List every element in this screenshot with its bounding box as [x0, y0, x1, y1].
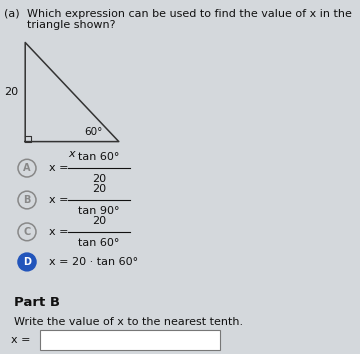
Text: 20: 20	[92, 216, 106, 225]
Text: x =: x =	[49, 195, 72, 205]
Text: 20: 20	[92, 184, 106, 194]
Text: 20: 20	[4, 87, 19, 97]
Text: Part B: Part B	[14, 296, 60, 309]
Text: x =: x =	[49, 163, 72, 173]
Text: C: C	[23, 227, 31, 237]
Text: B: B	[23, 195, 31, 205]
Text: D: D	[23, 257, 31, 267]
Text: x: x	[69, 149, 75, 159]
Text: tan 60°: tan 60°	[78, 152, 120, 162]
Text: 20: 20	[92, 175, 106, 184]
Text: A: A	[23, 163, 31, 173]
Text: Which expression can be used to find the value of x in the triangle shown?: Which expression can be used to find the…	[27, 9, 352, 30]
Text: x = 20 · tan 60°: x = 20 · tan 60°	[49, 257, 138, 267]
Text: (a): (a)	[4, 9, 19, 19]
FancyBboxPatch shape	[40, 330, 220, 350]
Text: x =: x =	[49, 227, 72, 237]
Text: Write the value of x to the nearest tenth.: Write the value of x to the nearest tent…	[14, 317, 243, 327]
Text: tan 90°: tan 90°	[78, 206, 120, 216]
Text: tan 60°: tan 60°	[78, 238, 120, 248]
Text: x =: x =	[11, 335, 30, 345]
Text: 60°: 60°	[84, 127, 103, 137]
Circle shape	[18, 253, 36, 271]
